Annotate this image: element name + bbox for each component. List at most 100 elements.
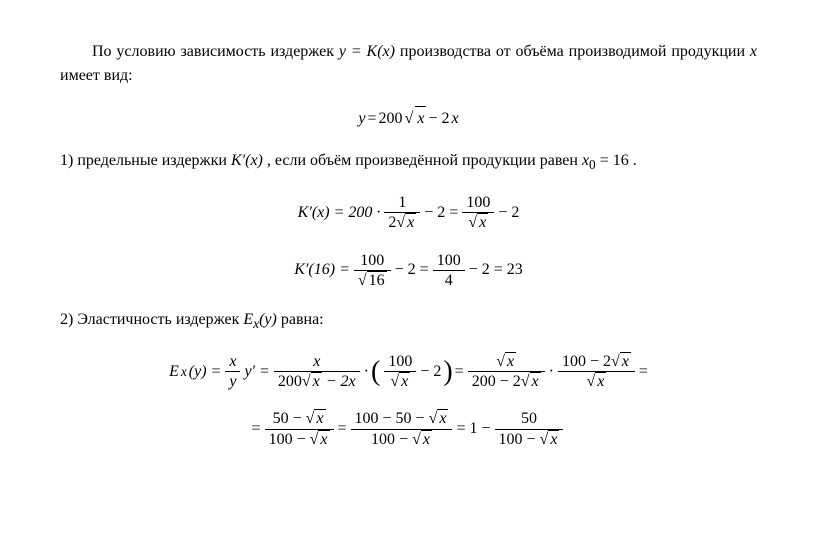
eq4-frac2: x 200√x − 2x: [274, 352, 360, 391]
eq4-paren-den-sqrt: x: [399, 372, 410, 390]
eq5-f3-den-sqrt: x: [548, 430, 559, 448]
eq4-f3-den-coef: 200 − 2: [472, 373, 521, 390]
eq4-frac1: x y: [225, 352, 240, 391]
eq5-mid2: = 1 −: [456, 417, 490, 441]
eq4-frac3: √x 200 − 2√x: [468, 352, 545, 391]
eq5-frac3: 50 100 − √x: [495, 409, 564, 448]
item2-text-2: равна:: [281, 311, 324, 328]
eq3-frac2: 100 4: [433, 251, 465, 290]
sqrt-icon: √: [412, 431, 421, 448]
eq5-f1-num-coef: 50 −: [273, 410, 306, 427]
eq4-frac4: 100 − 2√x √x: [558, 352, 635, 391]
kprime-derivation: K′(x) = 200 · 1 2√x − 2 = 100 √x − 2: [60, 193, 757, 232]
eq3-f2-num: 100: [433, 251, 465, 271]
eq4-f3-den-sqrt: x: [530, 372, 541, 390]
sqrt-icon: √: [586, 373, 595, 390]
kprime-at-16: K′(16) = 100 √16 − 2 = 100 4 − 2 = 23: [60, 251, 757, 290]
eq2-f1-num: 1: [384, 193, 420, 213]
eq5-f2-num-sqrt: x: [437, 409, 448, 427]
eq5-mid: =: [338, 417, 347, 441]
eq2-frac1: 1 2√x: [384, 193, 420, 232]
eq3-frac1: 100 √16: [354, 251, 391, 290]
eq4-f1-den: y: [225, 372, 240, 391]
elasticity-derivation-line2: = 50 − √x 100 − √x = 100 − 50 − √x 100 −…: [60, 409, 757, 448]
eq5-f2-den-sqrt: x: [421, 430, 432, 448]
eq3-tail: − 2 = 23: [469, 258, 523, 282]
eq1-eq: =: [368, 107, 377, 131]
x0-sub: 0: [589, 157, 596, 172]
item1-text-3: .: [633, 152, 637, 169]
eq4-trail-eq: =: [639, 360, 648, 384]
eq5-f3-num: 50: [495, 409, 564, 429]
eq3-mid: − 2 =: [395, 258, 429, 282]
eq5-lead: =: [252, 417, 261, 441]
eq5-f2-num-coef: 100 − 50 −: [355, 410, 429, 427]
eq5-f1-den-sqrt: x: [318, 430, 329, 448]
eq1-x: x: [451, 107, 458, 131]
eq5-f1-num-sqrt: x: [314, 409, 325, 427]
eq4-yprime: y′ =: [244, 360, 269, 384]
eq4-dot2: ·: [549, 360, 554, 384]
eq2-f1-den-sqrt: x: [405, 213, 416, 231]
sqrt-icon: √: [540, 431, 549, 448]
eq4-E-arg: (y) =: [189, 360, 222, 384]
eq2-f2-den-sqrt: x: [477, 213, 488, 231]
item1-paragraph: 1) предельные издержки K′(x) , если объё…: [60, 149, 757, 175]
eq4-paren-frac: 100 √x: [384, 352, 416, 391]
elasticity-E: E: [243, 311, 253, 328]
eq3-lhs: K′(16) =: [294, 258, 350, 282]
intro-text-2: производства от объёма производимой прод…: [400, 43, 750, 60]
eq4-paren-num: 100: [384, 352, 416, 372]
eq2-lhs: K′(x) = 200 ·: [298, 201, 381, 225]
eq4-f2-den-coef: 200: [278, 373, 302, 390]
eq3-f1-den-sqrt: 16: [367, 271, 387, 289]
eq5-f1-den-coef: 100 −: [269, 431, 310, 448]
x0-rhs: = 16: [596, 152, 629, 169]
eq5-frac2: 100 − 50 − √x 100 − √x: [351, 409, 453, 448]
item2-text-1: 2) Эластичность издержек: [60, 311, 243, 328]
kprime-symbol: K′(x): [231, 152, 263, 169]
eq4-f1-num: x: [225, 352, 240, 372]
eq1-sqrt-arg: x: [415, 106, 426, 131]
eq4-E: E: [169, 360, 179, 384]
eq4-paren-tail: − 2: [420, 360, 441, 384]
eq1-lhs: y: [358, 107, 365, 131]
eq3-f1-num: 100: [354, 251, 391, 271]
item1-text-1: 1) предельные издержки: [60, 152, 231, 169]
eq2-f2-num: 100: [462, 193, 494, 213]
sqrt-icon: √: [396, 214, 405, 231]
eq2-frac2: 100 √x: [462, 193, 494, 232]
item1-text-2: , если объём произведённой продукции рав…: [267, 152, 582, 169]
elasticity-arg: (y): [259, 311, 277, 328]
eq4-f2-den-sqrt: x: [311, 372, 322, 390]
elasticity-derivation-line1: Ex(y) = x y y′ = x 200√x − 2x · ( 100 √x…: [60, 352, 757, 391]
eq4-f4-num-sqrt: x: [620, 352, 631, 370]
eq5-f3-den-coef: 100 −: [499, 431, 540, 448]
cost-function-equation: y = 200 √x − 2 x: [60, 106, 757, 131]
x0-lhs: x: [582, 152, 589, 169]
eq4-f3-num-sqrt: x: [505, 352, 516, 370]
eq1-minus: − 2: [428, 107, 449, 131]
eq4-f2-den-tail: − 2x: [322, 373, 356, 390]
sqrt-icon: √: [468, 214, 477, 231]
eq5-f2-den-coef: 100 −: [371, 431, 412, 448]
eq4-f4-den-sqrt: x: [595, 372, 606, 390]
sqrt-icon: √: [390, 373, 399, 390]
intro-text-1: По условию зависимость издержек: [92, 43, 339, 60]
eq4-E-sub: x: [181, 362, 187, 382]
eq4-eq2: =: [455, 360, 464, 384]
sqrt-icon: √: [521, 373, 530, 390]
sqrt-icon: √: [611, 353, 620, 370]
sqrt-icon: √: [496, 353, 505, 370]
eq4-f4-num-coef: 100 − 2: [562, 353, 611, 370]
eq2-tail: − 2: [498, 201, 519, 225]
eq2-mid: − 2 =: [424, 201, 458, 225]
intro-text-3: имеет вид:: [60, 67, 133, 84]
cost-function-symbol: y = K(x): [339, 43, 395, 60]
eq1-coef: 200: [379, 107, 403, 131]
item2-paragraph: 2) Эластичность издержек Ex(y) равна:: [60, 308, 757, 334]
eq3-f2-den: 4: [433, 271, 465, 290]
eq5-frac1: 50 − √x 100 − √x: [265, 409, 334, 448]
eq4-f2-num: x: [274, 352, 360, 372]
sqrt-icon: √: [405, 107, 414, 131]
